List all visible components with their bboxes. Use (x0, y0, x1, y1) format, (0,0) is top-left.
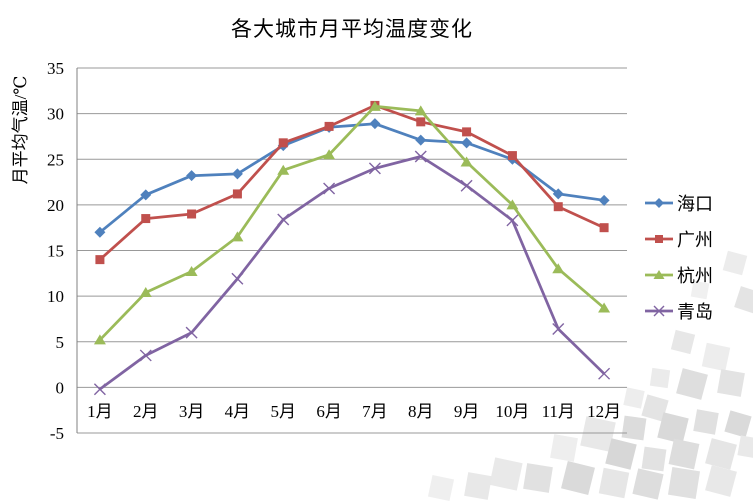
x-tick-label: 7月 (362, 402, 388, 421)
marker-diamond-icon (598, 194, 610, 206)
marker-triangle-icon (552, 263, 565, 274)
marker-triangle-icon (368, 100, 381, 111)
marker-square-icon (232, 189, 242, 199)
marker-square-icon (599, 223, 609, 233)
x-tick-label: 4月 (225, 402, 251, 421)
series-line-hangzhou (98, 104, 605, 341)
y-tick-label: 10 (47, 287, 64, 306)
legend-item-guangzhou: 广州 (644, 228, 713, 250)
marker-square-icon (187, 209, 197, 219)
series-markers-qingdao (93, 150, 611, 396)
marker-x-icon (506, 214, 519, 227)
qingdao-series-marker-icon (645, 305, 673, 317)
legend-label-guangzhou: 广州 (677, 230, 713, 250)
marker-triangle-icon (598, 302, 611, 313)
marker-x-icon (277, 213, 290, 226)
legend: 海口 广州 杭州 青岛 (644, 192, 713, 336)
y-axis-title: 月平均气温/℃ (11, 75, 30, 185)
x-tick-label: 11月 (542, 402, 575, 421)
marker-diamond-icon (186, 170, 198, 182)
series-markers-haikou (94, 118, 610, 238)
marker-triangle-icon (653, 270, 665, 279)
marker-x-icon (93, 383, 106, 396)
haikou-series-marker-icon (645, 198, 673, 208)
x-tick-label: 9月 (454, 402, 480, 421)
marker-triangle-icon (277, 164, 290, 175)
marker-triangle-icon (93, 334, 106, 345)
marker-x-icon (185, 326, 198, 339)
x-tick-label: 5月 (271, 402, 297, 421)
legend-label-qingdao: 青岛 (677, 302, 713, 322)
marker-diamond-icon (231, 168, 243, 180)
legend-item-haikou: 海口 (644, 192, 713, 214)
marker-triangle-icon (139, 286, 152, 297)
x-tick-label: 3月 (179, 402, 205, 421)
chart-title: 各大城市月平均温度变化 (231, 17, 473, 41)
marker-x-icon (139, 349, 152, 362)
guangzhou-series-marker-icon (645, 235, 673, 243)
y-tick-label: 20 (47, 196, 64, 215)
y-tick-label: 15 (47, 242, 64, 261)
marker-triangle-icon (323, 149, 336, 160)
x-tick-label: 8月 (408, 402, 434, 421)
legend-item-qingdao: 青岛 (644, 300, 713, 322)
marker-square-icon (95, 255, 105, 265)
y-tick-label: -5 (50, 424, 64, 443)
marker-x-icon (552, 322, 565, 335)
legend-item-hangzhou: 杭州 (644, 264, 713, 286)
marker-diamond-icon (461, 137, 473, 149)
y-tick-label: 30 (47, 105, 64, 124)
y-tick-label: 5 (56, 333, 65, 352)
marker-x-icon (598, 367, 611, 380)
y-tick-label: 0 (56, 378, 65, 397)
marker-triangle-icon (231, 231, 244, 242)
marker-diamond-icon (94, 226, 106, 238)
series-line-qingdao (99, 155, 606, 391)
marker-triangle-icon (414, 105, 427, 116)
marker-square-icon (553, 202, 563, 212)
marker-square-icon (507, 151, 517, 161)
y-tick-label: 35 (47, 59, 64, 78)
series-line-guangzhou (98, 104, 605, 261)
marker-triangle-icon (185, 265, 198, 276)
marker-square-icon (278, 138, 288, 148)
series-markers-hangzhou (93, 100, 611, 345)
marker-x-icon (460, 179, 473, 192)
marker-x-icon (368, 162, 381, 175)
x-tick-label: 1月 (87, 402, 113, 421)
marker-square-icon (324, 121, 334, 131)
marker-diamond-icon (415, 134, 427, 146)
x-tick-label: 10月 (495, 402, 529, 421)
marker-diamond-icon (654, 198, 664, 208)
marker-diamond-icon (552, 188, 564, 200)
x-tick-label: 12月 (587, 402, 621, 421)
x-tick-label: 2月 (133, 402, 159, 421)
marker-diamond-icon (140, 189, 152, 201)
marker-square-icon (462, 127, 472, 137)
marker-square-icon (655, 235, 663, 243)
legend-label-hangzhou: 杭州 (677, 266, 713, 286)
marker-x-icon (653, 305, 665, 317)
hangzhou-series-marker-icon (645, 270, 673, 279)
marker-square-icon (416, 117, 426, 127)
legend-label-haikou: 海口 (677, 194, 713, 214)
marker-square-icon (141, 214, 151, 224)
marker-x-icon (414, 150, 427, 163)
marker-triangle-icon (460, 156, 473, 167)
x-tick-label: 6月 (316, 402, 342, 421)
marker-triangle-icon (506, 199, 519, 210)
marker-x-icon (231, 272, 244, 285)
marker-diamond-icon (369, 118, 381, 130)
marker-x-icon (323, 182, 336, 195)
y-tick-label: 25 (47, 150, 64, 169)
